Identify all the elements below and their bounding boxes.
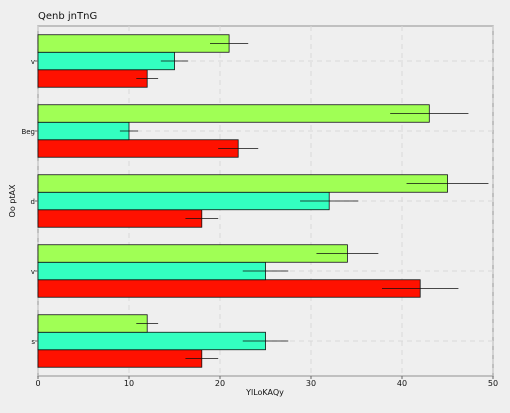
y-axis-label: Oo ptAX — [8, 184, 17, 217]
y-tick-label: d — [31, 198, 35, 206]
bar — [37, 69, 148, 88]
chart-title: Qenb jnTnG — [38, 11, 97, 22]
bar — [37, 261, 266, 281]
x-tick-label: 30 — [306, 379, 316, 388]
bar — [37, 121, 130, 141]
bar — [37, 209, 203, 228]
bar — [37, 191, 330, 211]
bar — [37, 349, 203, 368]
bar — [37, 104, 430, 123]
axis-layer: 0 10 20 30 40 50 s v d Beg v — [21, 58, 498, 388]
bar — [37, 279, 421, 298]
bar — [37, 34, 230, 53]
x-tick-label: 10 — [124, 379, 134, 388]
bar — [37, 51, 175, 71]
x-tick-label: 40 — [397, 379, 407, 388]
y-tick-label: v — [31, 58, 35, 66]
x-tick-label: 0 — [35, 379, 40, 388]
bars-layer — [37, 34, 489, 368]
y-tick-label: Beg — [21, 128, 35, 136]
x-axis-label: YlLoKAQy — [245, 388, 284, 397]
bar — [37, 314, 148, 333]
bar — [37, 174, 448, 193]
bar — [37, 244, 348, 263]
bar — [37, 331, 266, 351]
bar — [37, 139, 239, 158]
x-tick-label: 20 — [215, 379, 225, 388]
y-tick-label: s — [31, 338, 35, 346]
y-tick-label: v — [31, 268, 35, 276]
x-tick-label: 50 — [488, 379, 498, 388]
